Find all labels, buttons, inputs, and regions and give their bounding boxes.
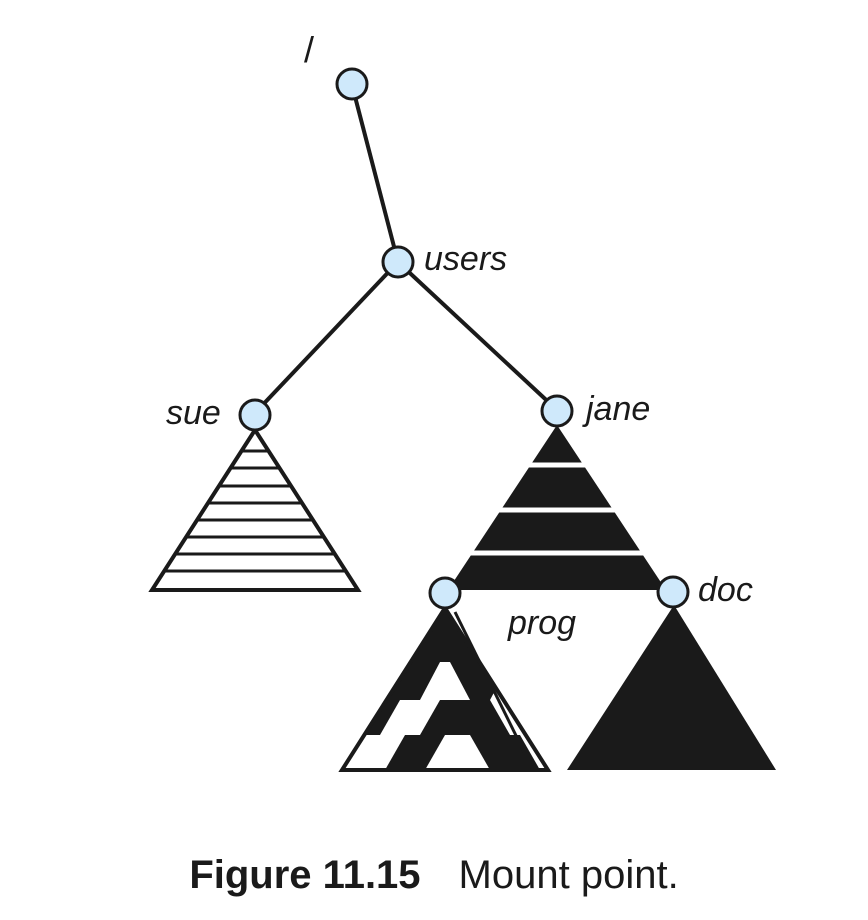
tree-nodes [238, 67, 690, 610]
sue-subtree [148, 426, 362, 592]
edge-root-users [350, 84, 400, 263]
jane-subtree [448, 425, 666, 590]
jane-node [540, 394, 574, 428]
prog-label: prog [507, 604, 576, 642]
caption-number: Figure 11.15 [189, 853, 421, 897]
tree-edges [253, 84, 559, 415]
doc-label: doc [698, 571, 753, 609]
root-node [335, 67, 369, 101]
users-node [381, 245, 415, 279]
sue-node [238, 398, 272, 432]
edge-users-sue [253, 260, 400, 415]
users-label: users [424, 240, 507, 278]
edge-users-jane [396, 260, 559, 412]
figure-caption: Figure 11.15 Mount point. [0, 850, 868, 900]
jane-label: jane [582, 390, 650, 428]
doc-node [656, 575, 690, 609]
prog-node [428, 576, 462, 610]
root-label: / [304, 29, 314, 70]
sue-label: sue [166, 394, 221, 432]
doc-subtree [567, 605, 776, 770]
caption-text: Mount point. [458, 853, 679, 897]
